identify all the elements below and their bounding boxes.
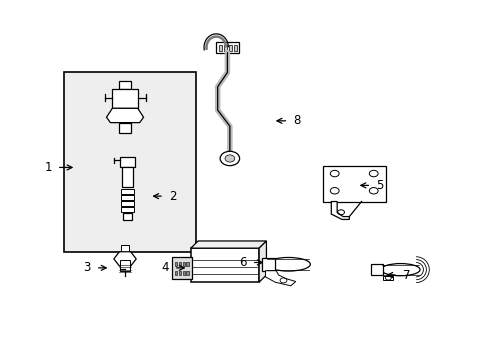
Polygon shape	[190, 241, 266, 248]
FancyBboxPatch shape	[121, 207, 134, 212]
Ellipse shape	[380, 264, 419, 276]
Text: 8: 8	[293, 114, 300, 127]
FancyBboxPatch shape	[112, 89, 138, 108]
FancyBboxPatch shape	[224, 45, 226, 51]
FancyBboxPatch shape	[233, 45, 236, 51]
FancyBboxPatch shape	[190, 248, 259, 282]
Polygon shape	[259, 241, 266, 282]
FancyBboxPatch shape	[121, 245, 129, 252]
FancyBboxPatch shape	[182, 262, 184, 266]
Polygon shape	[330, 202, 348, 220]
FancyBboxPatch shape	[219, 45, 222, 51]
FancyBboxPatch shape	[186, 262, 188, 266]
Text: 4: 4	[161, 261, 168, 274]
Circle shape	[220, 151, 239, 166]
FancyBboxPatch shape	[121, 189, 134, 194]
FancyBboxPatch shape	[172, 257, 191, 279]
FancyBboxPatch shape	[120, 260, 130, 271]
FancyBboxPatch shape	[122, 167, 133, 187]
FancyBboxPatch shape	[121, 195, 134, 200]
FancyBboxPatch shape	[64, 72, 195, 252]
FancyBboxPatch shape	[370, 264, 383, 275]
Text: 5: 5	[375, 179, 383, 192]
FancyBboxPatch shape	[174, 262, 177, 266]
Text: 7: 7	[402, 269, 409, 282]
Text: 3: 3	[83, 261, 91, 274]
FancyBboxPatch shape	[121, 201, 134, 206]
FancyBboxPatch shape	[178, 262, 181, 266]
Text: 1: 1	[44, 161, 52, 174]
FancyBboxPatch shape	[178, 271, 181, 275]
Polygon shape	[265, 271, 295, 286]
Polygon shape	[216, 42, 238, 53]
FancyBboxPatch shape	[174, 271, 177, 275]
FancyBboxPatch shape	[186, 271, 188, 275]
FancyBboxPatch shape	[123, 213, 132, 220]
FancyBboxPatch shape	[119, 123, 131, 134]
Text: 6: 6	[239, 256, 246, 269]
FancyBboxPatch shape	[182, 271, 184, 275]
FancyBboxPatch shape	[120, 157, 135, 167]
FancyBboxPatch shape	[322, 166, 385, 202]
Circle shape	[224, 155, 234, 162]
FancyBboxPatch shape	[228, 45, 231, 51]
Text: 2: 2	[168, 190, 176, 203]
FancyBboxPatch shape	[119, 81, 131, 89]
FancyBboxPatch shape	[261, 258, 275, 271]
Ellipse shape	[266, 257, 310, 271]
PathPatch shape	[106, 108, 143, 123]
FancyBboxPatch shape	[383, 276, 392, 280]
